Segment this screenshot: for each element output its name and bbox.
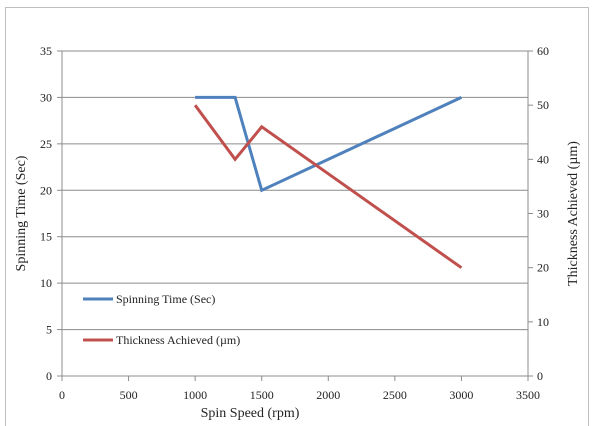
y-right-tick-label: 40: [537, 152, 549, 166]
legend-label-2: Thickness Achieved (µm): [116, 333, 240, 347]
y-left-tick-label: 5: [46, 323, 52, 337]
x-tick-label: 3500: [516, 388, 540, 402]
y-right-tick-label: 60: [537, 44, 549, 58]
y-left-tick-label: 25: [40, 137, 52, 151]
y-left-tick-label: 15: [40, 230, 52, 244]
legend-label-1: Spinning Time (Sec): [116, 292, 215, 306]
y-right-tick-label: 10: [537, 315, 549, 329]
x-tick-label: 1500: [250, 388, 274, 402]
x-axis-title: Spin Speed (rpm): [201, 406, 300, 421]
y-left-tick-label: 30: [40, 90, 52, 104]
x-tick-label: 1000: [183, 388, 207, 402]
y-left-tick-label: 35: [40, 44, 52, 58]
series-line-2: [193, 104, 463, 269]
y-right-tick-label: 50: [537, 98, 549, 112]
y-right-tick-label: 0: [537, 369, 543, 383]
x-tick-label: 0: [59, 388, 65, 402]
x-tick-label: 2500: [383, 388, 407, 402]
y-right-tick-label: 20: [537, 261, 549, 275]
y-left-tick-label: 10: [40, 276, 52, 290]
chart-frame: [5, 7, 589, 426]
y-axis-left-title: Spinning Time (Sec): [14, 155, 29, 271]
y-left-tick-label: 0: [46, 369, 52, 383]
y-left-tick-label: 20: [40, 183, 52, 197]
x-tick-label: 2000: [316, 388, 340, 402]
x-tick-label: 500: [120, 388, 138, 402]
y-axis-right-title: Thickness Achieved (µm): [566, 141, 581, 286]
y-right-tick-label: 30: [537, 207, 549, 221]
x-tick-label: 3000: [449, 388, 473, 402]
